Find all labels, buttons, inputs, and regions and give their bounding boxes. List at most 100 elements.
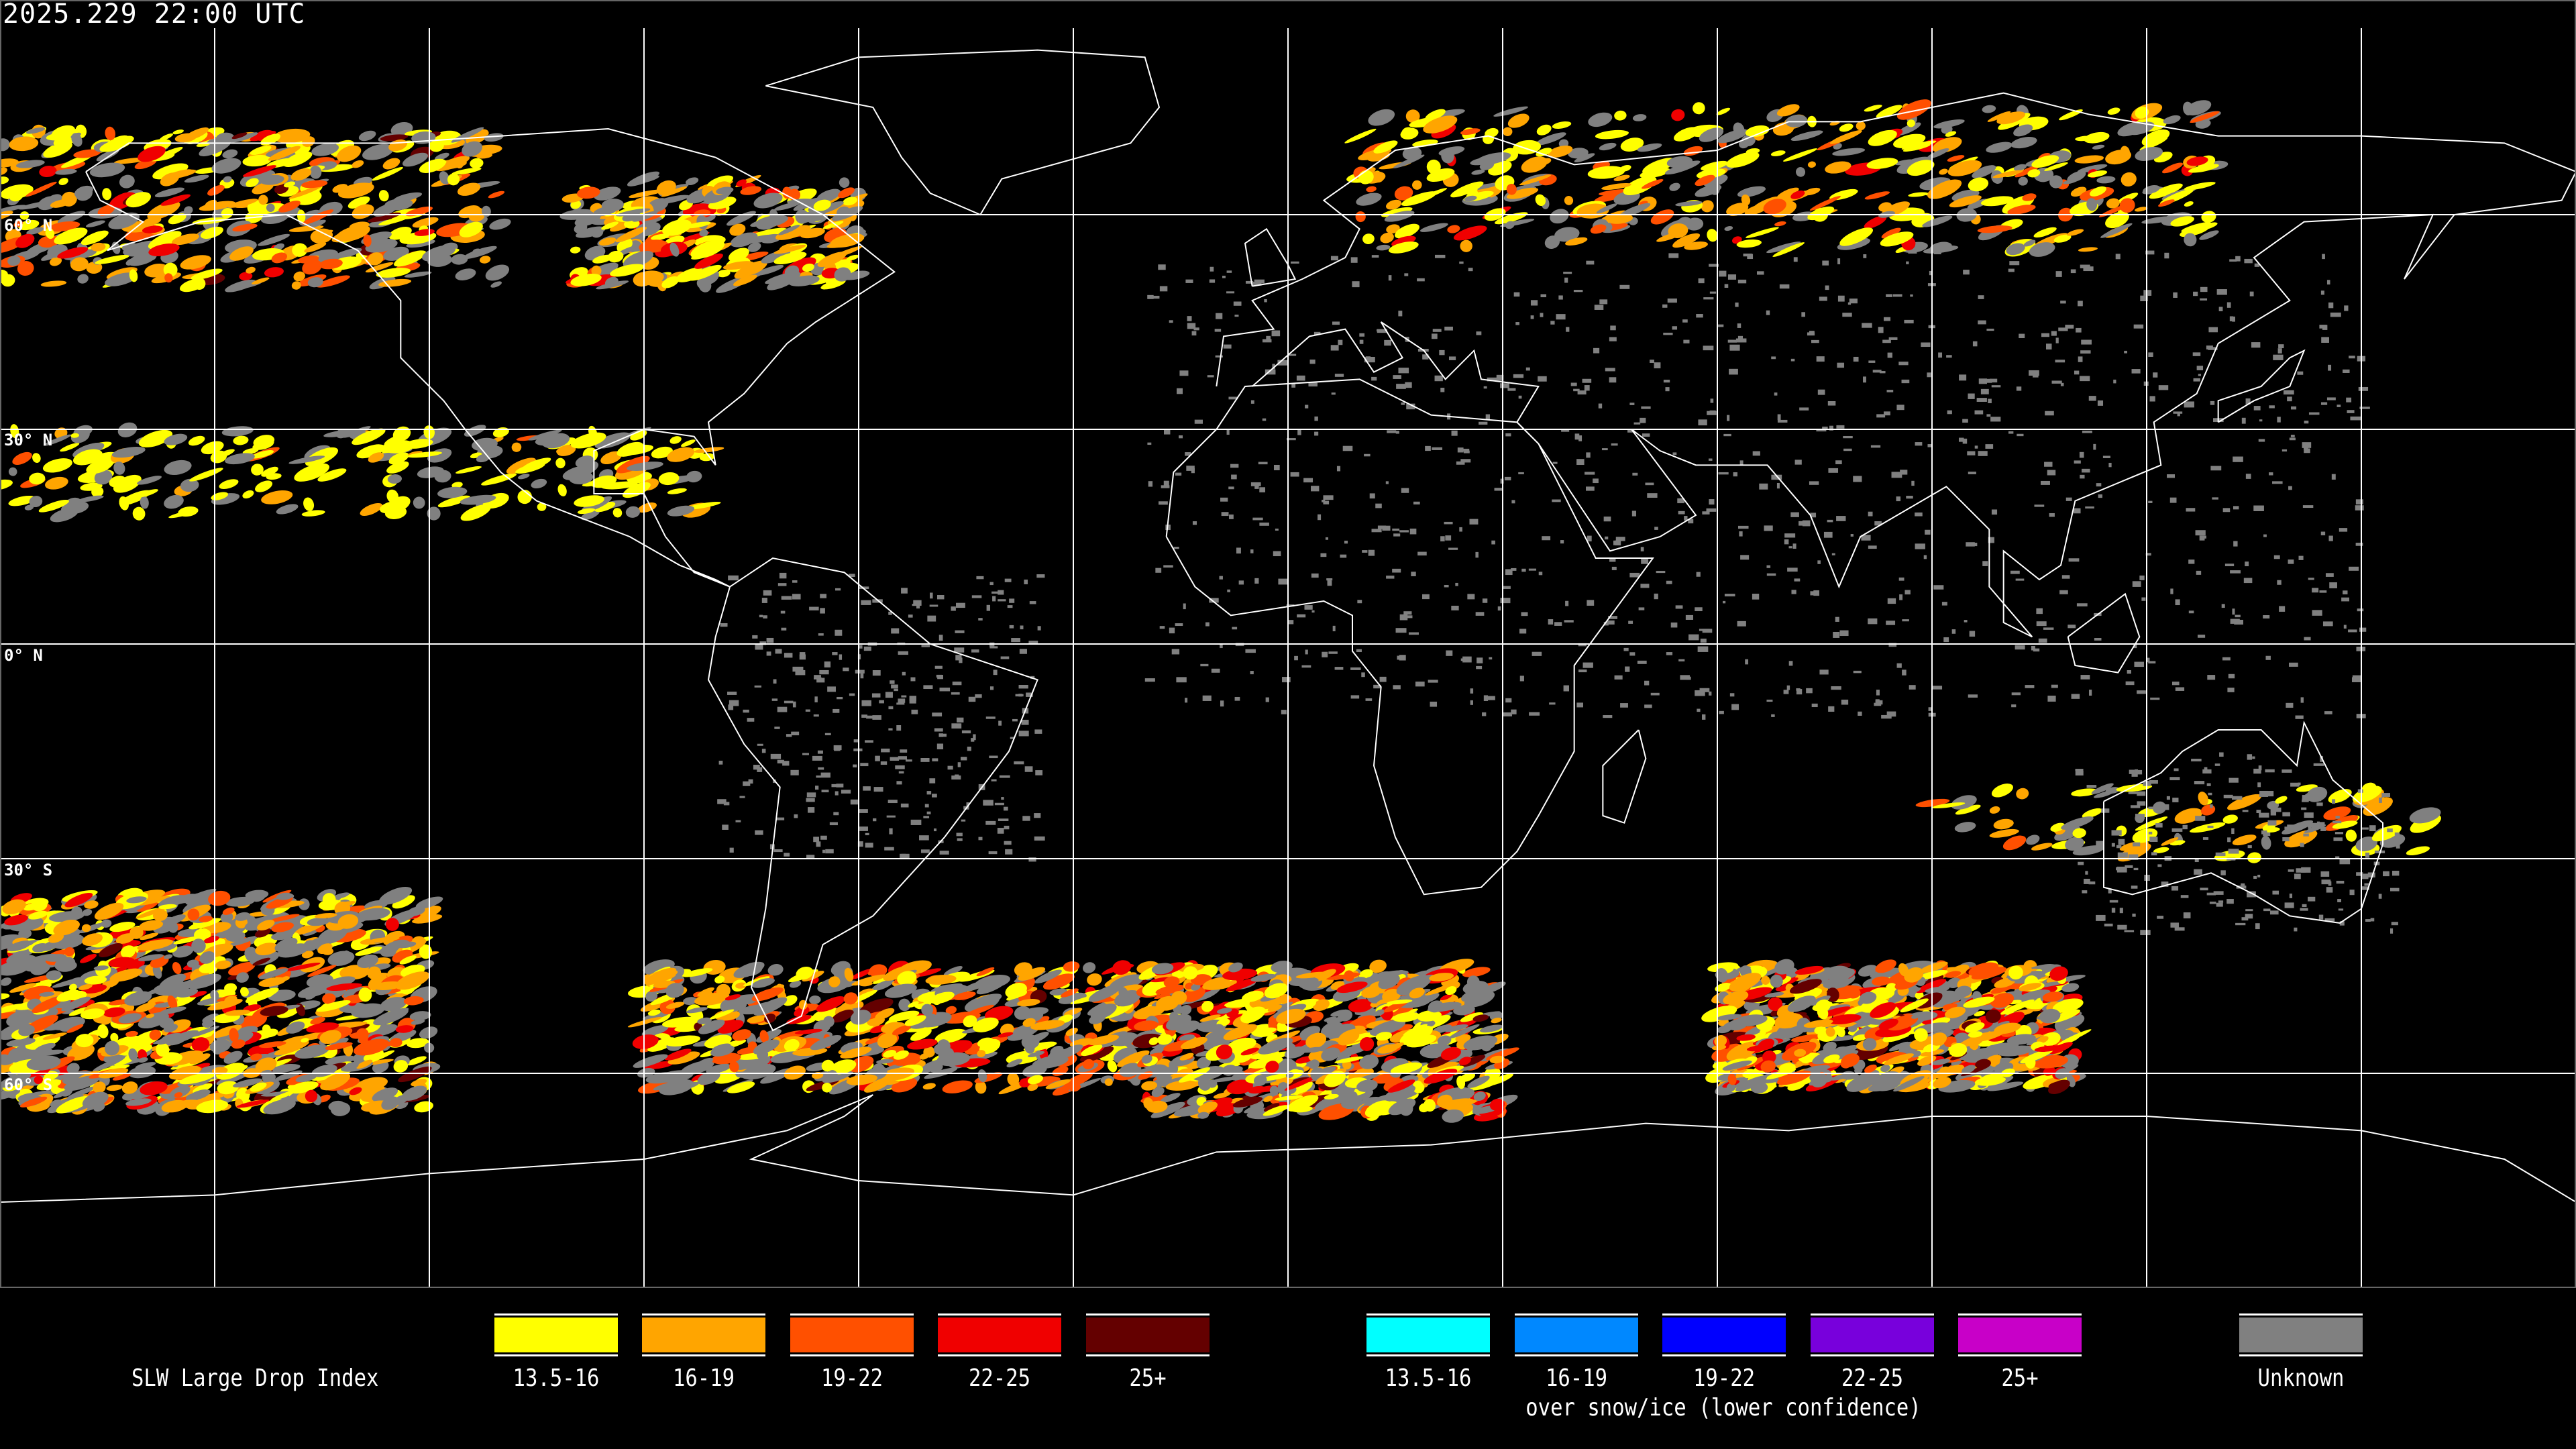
cloud-pixel — [99, 943, 123, 957]
cloud-pixel — [1899, 594, 1903, 600]
cloud-pixel — [164, 954, 173, 959]
cloud-pixel — [2347, 410, 2355, 413]
cloud-pixel — [1311, 610, 1315, 613]
cloud-pixel — [101, 1018, 112, 1025]
cloud-pixel — [1697, 646, 1709, 652]
cloud-pixel — [1563, 272, 1572, 274]
cloud-pixel — [1724, 594, 1735, 597]
cloud-pixel — [1297, 429, 1301, 435]
cloud-pixel — [1582, 662, 1593, 668]
cloud-pixel — [1887, 598, 1896, 604]
cloud-pixel — [2229, 259, 2237, 262]
cloud-pixel — [1668, 253, 1679, 258]
cloud-pixel — [910, 1028, 932, 1041]
cloud-pixel — [1656, 570, 1666, 574]
cloud-pixel — [354, 1038, 389, 1056]
cloud-pixel — [1271, 330, 1281, 337]
cloud-pixel — [2221, 604, 2225, 608]
cloud-pixel — [31, 898, 48, 912]
cloud-pixel — [2008, 268, 2015, 272]
cloud-pixel — [1258, 462, 1268, 465]
cloud-pixel — [1428, 680, 1438, 683]
cloud-pixel — [93, 1081, 106, 1093]
cloud-pixel — [1976, 398, 1987, 402]
cloud-pixel — [2329, 582, 2337, 588]
cloud-pixel — [1858, 711, 1862, 716]
cloud-pixel — [1650, 692, 1660, 696]
cloud-pixel — [2132, 581, 2141, 587]
cloud-pixel — [32, 453, 41, 463]
cloud-pixel — [303, 497, 315, 511]
cloud-pixel — [0, 1089, 21, 1101]
cloud-pixel — [1828, 706, 1835, 712]
cloud-pixel — [1770, 150, 1786, 156]
cloud-pixel — [330, 1102, 351, 1116]
cloud-pixel — [2222, 508, 2231, 513]
cloud-pixel — [48, 933, 64, 943]
cloud-pixel — [1159, 501, 1168, 505]
cloud-pixel — [1296, 375, 1305, 381]
cloud-pixel — [53, 1089, 72, 1099]
cloud-pixel — [1817, 389, 1825, 395]
cloud-pixel — [1835, 616, 1839, 622]
cloud-pixel — [2058, 327, 2068, 331]
cloud-pixel — [2253, 505, 2264, 511]
cloud-pixel — [1291, 383, 1296, 388]
cloud-pixel — [1518, 472, 1524, 474]
cloud-pixel — [1707, 411, 1717, 415]
cloud-pixel — [2277, 348, 2282, 354]
cloud-pixel — [2320, 531, 2326, 535]
cloud-pixel — [1209, 279, 1216, 283]
cloud-pixel — [1964, 620, 1968, 623]
cloud-pixel — [1578, 435, 1582, 441]
cloud-pixel — [2033, 648, 2040, 652]
cloud-pixel — [1262, 339, 1272, 343]
cloud-pixel — [220, 912, 233, 923]
cloud-pixel — [325, 1042, 353, 1051]
cloud-pixel — [196, 1099, 229, 1114]
cloud-pixel — [1451, 605, 1459, 610]
cloud-pixel — [1193, 327, 1199, 331]
cloud-pixel — [307, 917, 330, 926]
cloud-pixel — [2244, 258, 2253, 264]
cloud-pixel — [1731, 704, 1739, 710]
cloud-pixel — [2273, 555, 2280, 559]
cloud-pixel — [2227, 688, 2235, 692]
cloud-pixel — [2282, 449, 2288, 452]
cloud-pixel — [2060, 382, 2064, 386]
cloud-pixel — [187, 973, 221, 989]
cloud-pixel — [2097, 400, 2104, 406]
cloud-pixel — [1401, 488, 1409, 493]
cloud-pixel — [1371, 255, 1379, 258]
cloud-pixel — [1650, 360, 1654, 364]
cloud-pixel — [196, 938, 225, 956]
cloud-pixel — [358, 987, 372, 1002]
cloud-pixel — [305, 993, 316, 1000]
cloud-pixel — [1352, 281, 1360, 288]
cloud-pixel — [252, 957, 271, 966]
cloud-pixel — [411, 1019, 425, 1025]
cloud-pixel — [1083, 962, 1096, 973]
cloud-pixel — [2184, 401, 2194, 408]
cloud-pixel — [2141, 597, 2146, 601]
cloud-pixel — [2193, 378, 2200, 382]
cloud-pixel — [2324, 711, 2332, 714]
cloud-pixel — [245, 987, 279, 1004]
cloud-pixel — [1332, 321, 1340, 325]
cloud-pixel — [307, 965, 337, 977]
cloud-pixel — [2184, 201, 2194, 207]
cloud-pixel — [876, 1083, 896, 1091]
cloud-pixel — [2102, 455, 2110, 458]
cloud-pixel — [1444, 584, 1449, 588]
cloud-pixel — [262, 1028, 278, 1038]
cloud-pixel — [2029, 370, 2039, 376]
cloud-pixel — [36, 1079, 62, 1091]
cloud-pixel — [56, 1096, 91, 1114]
cloud-pixel — [343, 950, 352, 963]
cloud-pixel — [656, 180, 676, 196]
cloud-pixel — [2322, 254, 2325, 260]
cloud-pixel — [2357, 608, 2364, 612]
cloud-pixel — [189, 991, 207, 998]
cloud-pixel — [2148, 661, 2156, 664]
cloud-pixel — [358, 130, 376, 142]
